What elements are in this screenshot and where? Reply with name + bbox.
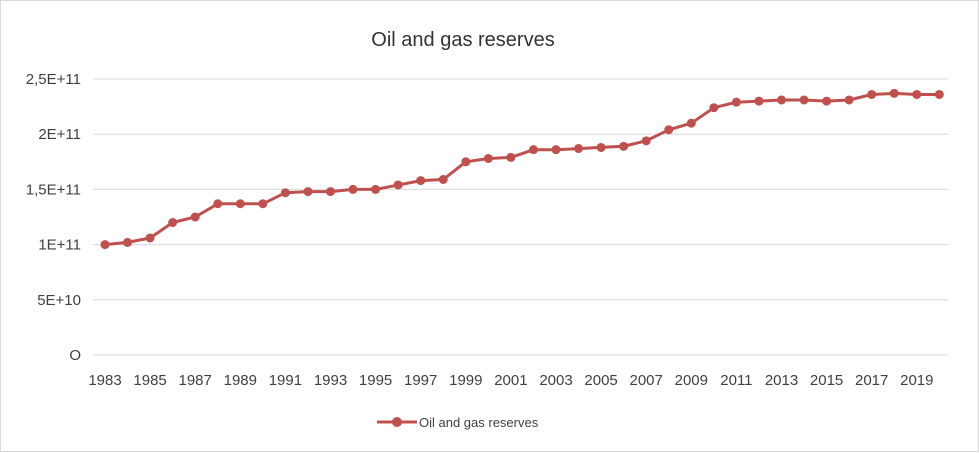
- x-tick-label: 1997: [404, 372, 437, 389]
- x-axis-ticks: 1983 1985 1987 1989 1991 1993 1995 1997 1999 2001…: [88, 372, 933, 389]
- data-point-2007[interactable]: [641, 136, 651, 146]
- data-point-1985[interactable]: [145, 233, 155, 243]
- data-point-2015[interactable]: [822, 96, 832, 106]
- legend-marker: [392, 417, 402, 427]
- data-point-1992[interactable]: [303, 187, 313, 197]
- x-tick-label: 2001: [494, 372, 527, 389]
- data-point-1986[interactable]: [168, 218, 178, 228]
- data-point-1987[interactable]: [190, 212, 200, 222]
- x-tick-label: 1999: [449, 372, 482, 389]
- x-tick-label: 2017: [855, 372, 888, 389]
- x-tick-label: 1995: [359, 372, 392, 389]
- data-point-2002[interactable]: [528, 145, 538, 155]
- data-point-2001[interactable]: [506, 152, 516, 162]
- data-point-1991[interactable]: [280, 188, 290, 198]
- y-tick-label: 2E+11: [38, 126, 81, 143]
- data-point-1989[interactable]: [235, 199, 245, 209]
- x-tick-label: 2019: [900, 372, 933, 389]
- x-tick-label: 1983: [88, 372, 121, 389]
- data-point-2017[interactable]: [867, 89, 877, 99]
- data-point-2018[interactable]: [889, 88, 899, 98]
- data-point-1988[interactable]: [213, 199, 223, 209]
- data-point-2005[interactable]: [596, 142, 606, 152]
- x-tick-label: 2007: [630, 372, 663, 389]
- legend[interactable]: Oil and gas reserves: [377, 415, 539, 430]
- y-axis-ticks: O 5E+10 1E+11 1,5E+11 2E+11 2,5E+11: [26, 71, 81, 364]
- data-point-1995[interactable]: [371, 184, 381, 194]
- data-point-2013[interactable]: [777, 95, 786, 105]
- data-point-1990[interactable]: [258, 199, 268, 209]
- gridlines: [93, 78, 948, 356]
- x-tick-label: 2003: [539, 372, 572, 389]
- x-tick-label: 1985: [133, 372, 166, 389]
- data-point-1997[interactable]: [416, 176, 426, 186]
- data-point-1984[interactable]: [123, 237, 133, 247]
- data-point-2000[interactable]: [483, 153, 493, 163]
- data-point-1996[interactable]: [393, 180, 403, 190]
- x-tick-label: 1987: [179, 372, 212, 389]
- data-point-1998[interactable]: [438, 174, 448, 184]
- data-point-2006[interactable]: [619, 141, 629, 151]
- data-point-2004[interactable]: [574, 144, 584, 154]
- data-point-2010[interactable]: [709, 103, 719, 113]
- data-point-2011[interactable]: [731, 97, 741, 107]
- legend-label: Oil and gas reserves: [419, 415, 539, 430]
- x-tick-label: 2005: [584, 372, 617, 389]
- data-point-1983[interactable]: [100, 240, 110, 250]
- x-tick-label: 2013: [765, 372, 798, 389]
- series-oil-and-gas-reserves: [100, 88, 944, 250]
- x-tick-label: 2009: [675, 372, 708, 389]
- data-point-2008[interactable]: [664, 125, 674, 135]
- x-tick-label: 1993: [314, 372, 347, 389]
- data-point-2009[interactable]: [686, 118, 696, 128]
- y-tick-label: O: [69, 347, 81, 364]
- x-tick-label: 2011: [720, 372, 752, 389]
- data-point-1999[interactable]: [461, 157, 471, 167]
- x-tick-label: 1991: [269, 372, 302, 389]
- data-point-1993[interactable]: [326, 187, 335, 197]
- data-point-2019[interactable]: [912, 89, 922, 99]
- data-point-1994[interactable]: [348, 184, 358, 194]
- data-point-2003[interactable]: [551, 145, 561, 155]
- data-point-2014[interactable]: [799, 95, 809, 105]
- y-tick-label: 1,5E+11: [26, 181, 81, 198]
- y-tick-label: 1E+11: [38, 237, 81, 254]
- x-tick-label: 2015: [810, 372, 843, 389]
- x-tick-label: 1989: [224, 372, 257, 389]
- y-tick-label: 5E+10: [37, 292, 81, 309]
- data-point-2016[interactable]: [844, 95, 854, 105]
- y-tick-label: 2,5E+11: [26, 71, 81, 88]
- chart-title: Oil and gas reserves: [371, 29, 554, 51]
- data-point-2012[interactable]: [754, 96, 764, 106]
- series-line: [104, 91, 940, 247]
- data-point-2020[interactable]: [934, 89, 944, 99]
